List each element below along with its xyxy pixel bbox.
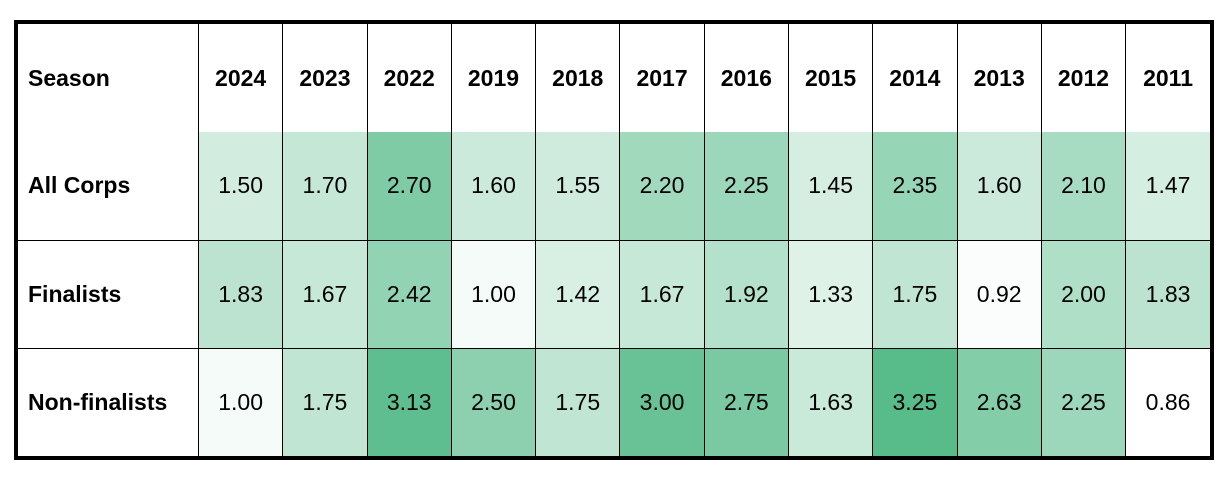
cell-non-finalists-2013: 2.63 — [956, 347, 1042, 456]
cell-all-corps-2011: 1.47 — [1125, 132, 1210, 241]
cell-all-corps-2023: 1.70 — [282, 132, 368, 241]
data-table-frame: Season 2024 2023 2022 2019 2018 2017 2016 2015 2… — [14, 20, 1214, 460]
cell-non-finalists-2015: 1.63 — [787, 347, 874, 456]
cell-finalists-2023: 1.67 — [282, 239, 368, 349]
row-label-non-finalists: Non-finalists — [18, 347, 199, 456]
row-finalists: Finalists 1.83 1.67 2.42 1.00 1.42 1.67 1.92 1.3… — [18, 239, 1210, 349]
column-header-2012: 2012 — [1040, 24, 1127, 132]
cell-all-corps-2015: 1.45 — [787, 132, 874, 241]
column-header-2017: 2017 — [619, 24, 705, 132]
column-header-2014: 2014 — [872, 24, 958, 132]
cell-all-corps-2018: 1.55 — [535, 132, 621, 241]
column-header-2015: 2015 — [787, 24, 874, 132]
cell-all-corps-2022: 2.70 — [366, 132, 452, 241]
cell-all-corps-2012: 2.10 — [1040, 132, 1127, 241]
cell-non-finalists-2023: 1.75 — [282, 347, 368, 456]
column-header-2013: 2013 — [956, 24, 1042, 132]
column-header-2018: 2018 — [535, 24, 621, 132]
column-header-2016: 2016 — [703, 24, 789, 132]
cell-finalists-2016: 1.92 — [703, 239, 789, 349]
cell-finalists-2017: 1.67 — [619, 239, 705, 349]
cell-non-finalists-2019: 2.50 — [450, 347, 537, 456]
cell-finalists-2011: 1.83 — [1125, 239, 1210, 349]
heatmap-table: Season 2024 2023 2022 2019 2018 2017 2016 2015 2… — [18, 24, 1210, 456]
cell-non-finalists-2018: 1.75 — [535, 347, 621, 456]
cell-all-corps-2024: 1.50 — [197, 132, 284, 241]
cell-finalists-2015: 1.33 — [787, 239, 874, 349]
cell-non-finalists-2014: 3.25 — [872, 347, 958, 456]
column-header-2022: 2022 — [366, 24, 452, 132]
column-header-2023: 2023 — [282, 24, 368, 132]
cell-finalists-2024: 1.83 — [197, 239, 284, 349]
cell-non-finalists-2012: 2.25 — [1040, 347, 1127, 456]
cell-all-corps-2019: 1.60 — [450, 132, 537, 241]
cell-all-corps-2016: 2.25 — [703, 132, 789, 241]
row-all-corps: All Corps 1.50 1.70 2.70 1.60 1.55 2.20 2.25 1.4… — [18, 132, 1210, 241]
column-header-2019: 2019 — [450, 24, 537, 132]
cell-finalists-2022: 2.42 — [366, 239, 452, 349]
table-body: All Corps 1.50 1.70 2.70 1.60 1.55 2.20 2.25 1.4… — [18, 132, 1210, 456]
cell-non-finalists-2024: 1.00 — [197, 347, 284, 456]
cell-non-finalists-2011: 0.86 — [1125, 347, 1210, 456]
cell-non-finalists-2022: 3.13 — [366, 347, 452, 456]
row-label-all-corps: All Corps — [18, 132, 199, 241]
row-label-finalists: Finalists — [18, 239, 199, 349]
cell-finalists-2014: 1.75 — [872, 239, 958, 349]
column-header-2011: 2011 — [1125, 24, 1210, 132]
column-header-2024: 2024 — [197, 24, 284, 132]
cell-finalists-2013: 0.92 — [956, 239, 1042, 349]
cell-finalists-2018: 1.42 — [535, 239, 621, 349]
cell-non-finalists-2017: 3.00 — [619, 347, 705, 456]
cell-non-finalists-2016: 2.75 — [703, 347, 789, 456]
cell-all-corps-2014: 2.35 — [872, 132, 958, 241]
cell-all-corps-2013: 1.60 — [956, 132, 1042, 241]
cell-all-corps-2017: 2.20 — [619, 132, 705, 241]
corner-label: Season — [18, 24, 199, 132]
cell-finalists-2019: 1.00 — [450, 239, 537, 349]
cell-finalists-2012: 2.00 — [1040, 239, 1127, 349]
row-non-finalists: Non-finalists 1.00 1.75 3.13 2.50 1.75 3.00 2.7… — [18, 347, 1210, 456]
header-row: Season 2024 2023 2022 2019 2018 2017 2016 2015 2… — [18, 24, 1210, 132]
